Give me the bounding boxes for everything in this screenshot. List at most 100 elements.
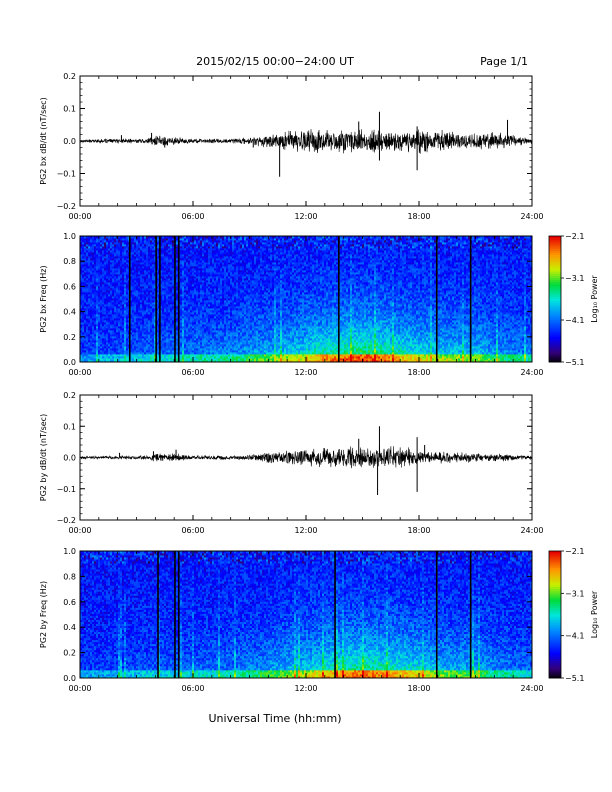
colorbar-segment bbox=[549, 620, 561, 624]
data-gap-column bbox=[435, 236, 438, 362]
data-gap-column bbox=[469, 551, 472, 678]
y-tick-label: −0.2 bbox=[57, 202, 76, 211]
panels: 0.2 0.1 0.0 −0.1 −0.2 PG2 bx dB/dt (nT/sec) 00… bbox=[39, 72, 599, 693]
x-tick-label: 12:00 bbox=[294, 684, 317, 693]
colorbar-segment bbox=[549, 654, 561, 658]
colorbar-segment bbox=[549, 324, 561, 327]
colorbar-segment bbox=[549, 341, 561, 344]
colorbar-tick-label: −2.1 bbox=[565, 547, 584, 556]
colorbar-segment bbox=[549, 317, 561, 321]
y-tick-label: 0.1 bbox=[63, 422, 76, 431]
colorbar-segment bbox=[549, 665, 561, 668]
data-gap-column bbox=[177, 551, 180, 678]
colorbar-segment bbox=[549, 326, 561, 329]
colorbar-tick-label: −3.1 bbox=[565, 274, 584, 283]
data-gap-column bbox=[334, 551, 336, 678]
data-gap-column bbox=[469, 236, 472, 362]
colorbar-segment bbox=[549, 305, 561, 308]
data-gap-column bbox=[159, 236, 161, 362]
y-tick-label: 0.6 bbox=[63, 598, 76, 607]
colorbar-segment bbox=[549, 242, 561, 245]
colorbar-segment bbox=[549, 614, 561, 618]
colorbar-segment bbox=[549, 278, 561, 281]
figure-title: 2015/02/15 00:00−24:00 UT bbox=[196, 55, 354, 68]
colorbar-segment bbox=[549, 565, 561, 569]
y-tick-label: 1.0 bbox=[63, 232, 76, 241]
colorbar-segment bbox=[549, 238, 561, 241]
colorbar-segment bbox=[549, 250, 561, 254]
colorbar-segment bbox=[549, 595, 561, 599]
spectrogram-cells bbox=[80, 551, 533, 679]
colorbar-segment bbox=[549, 254, 561, 258]
colorbar-tick-label: −5.1 bbox=[565, 674, 584, 683]
colorbar-segment bbox=[549, 570, 561, 573]
x-tick-label: 18:00 bbox=[407, 684, 430, 693]
colorbar-segment bbox=[549, 294, 561, 298]
x-tick-label: 24:00 bbox=[520, 684, 543, 693]
y-axis-label: PG2 by Freq (Hz) bbox=[39, 581, 48, 648]
y-tick-label: −0.1 bbox=[57, 485, 76, 494]
line-panel-3: 0.2 0.1 0.0 −0.1 −0.2 PG2 by dB/dt (nT/sec) 00… bbox=[39, 391, 544, 535]
colorbar-segment bbox=[549, 576, 561, 580]
colorbar-segment bbox=[549, 288, 561, 292]
colorbar-segment bbox=[549, 315, 561, 319]
y-axis-label: PG2 bx Freq (Hz) bbox=[39, 265, 48, 332]
colorbar-segment bbox=[549, 667, 561, 671]
colorbar-segment bbox=[549, 661, 561, 664]
data-gap-column bbox=[177, 236, 180, 362]
data-gap-column bbox=[157, 551, 159, 678]
y-tick-label: 0.0 bbox=[63, 454, 76, 463]
colorbar-segment bbox=[549, 252, 561, 256]
colorbar-segment bbox=[549, 597, 561, 601]
x-tick-label: 18:00 bbox=[407, 368, 430, 377]
colorbar-frame bbox=[548, 235, 562, 363]
colorbar-segment bbox=[549, 338, 561, 342]
x-tick-label: 24:00 bbox=[520, 212, 543, 221]
colorbar-segment bbox=[549, 601, 561, 605]
colorbar-segment bbox=[549, 246, 561, 250]
colorbar-segment bbox=[549, 589, 561, 592]
x-tick-label: 00:00 bbox=[68, 368, 91, 377]
colorbar-segment bbox=[549, 284, 561, 287]
colorbar-segment bbox=[549, 311, 561, 315]
x-tick-label: 06:00 bbox=[181, 684, 204, 693]
colorbar-segment bbox=[549, 648, 561, 651]
colorbar-segment bbox=[549, 622, 561, 626]
colorbar-segment bbox=[549, 257, 561, 260]
line-panel-1: 0.2 0.1 0.0 −0.1 −0.2 PG2 bx dB/dt (nT/sec) 00… bbox=[39, 72, 544, 221]
colorbar-segment bbox=[549, 658, 561, 662]
colorbar-segment bbox=[549, 261, 561, 264]
colorbar-tick-label: −2.1 bbox=[565, 232, 584, 241]
colorbar-segment bbox=[549, 553, 561, 556]
colorbar-segment bbox=[549, 561, 561, 565]
colorbar-segment bbox=[549, 593, 561, 596]
colorbar-segment bbox=[549, 351, 561, 355]
colorbar-segment bbox=[549, 633, 561, 637]
colorbar-segment bbox=[549, 347, 561, 350]
y-tick-label: 0.0 bbox=[63, 137, 76, 146]
colorbar-segment bbox=[549, 578, 561, 582]
data-gap-column bbox=[174, 551, 176, 678]
y-tick-label: 0.8 bbox=[63, 572, 76, 581]
colorbar-segment bbox=[549, 606, 561, 609]
colorbar-segment bbox=[549, 282, 561, 285]
colorbar-frame bbox=[548, 550, 562, 679]
y-tick-label: 0.8 bbox=[63, 257, 76, 266]
colorbar-segment bbox=[549, 345, 561, 348]
colorbar-segment bbox=[549, 567, 561, 571]
colorbar-segment bbox=[549, 248, 561, 252]
colorbar-segment bbox=[549, 269, 561, 273]
colorbar-segment bbox=[549, 574, 561, 577]
colorbar-segment bbox=[549, 357, 561, 361]
colorbar-segment bbox=[549, 637, 561, 641]
y-tick-label: 0.6 bbox=[63, 282, 76, 291]
colorbar-segment bbox=[549, 599, 561, 603]
colorbar-segment bbox=[549, 646, 561, 649]
colorbar-segment bbox=[549, 586, 561, 590]
colorbar-segment bbox=[549, 675, 561, 679]
colorbar-segment bbox=[549, 580, 561, 584]
colorbar-label: Log₁₀ Power bbox=[590, 590, 599, 638]
y-axis-label: PG2 by dB/dt (nT/sec) bbox=[39, 414, 48, 501]
data-gap-column bbox=[435, 551, 438, 678]
